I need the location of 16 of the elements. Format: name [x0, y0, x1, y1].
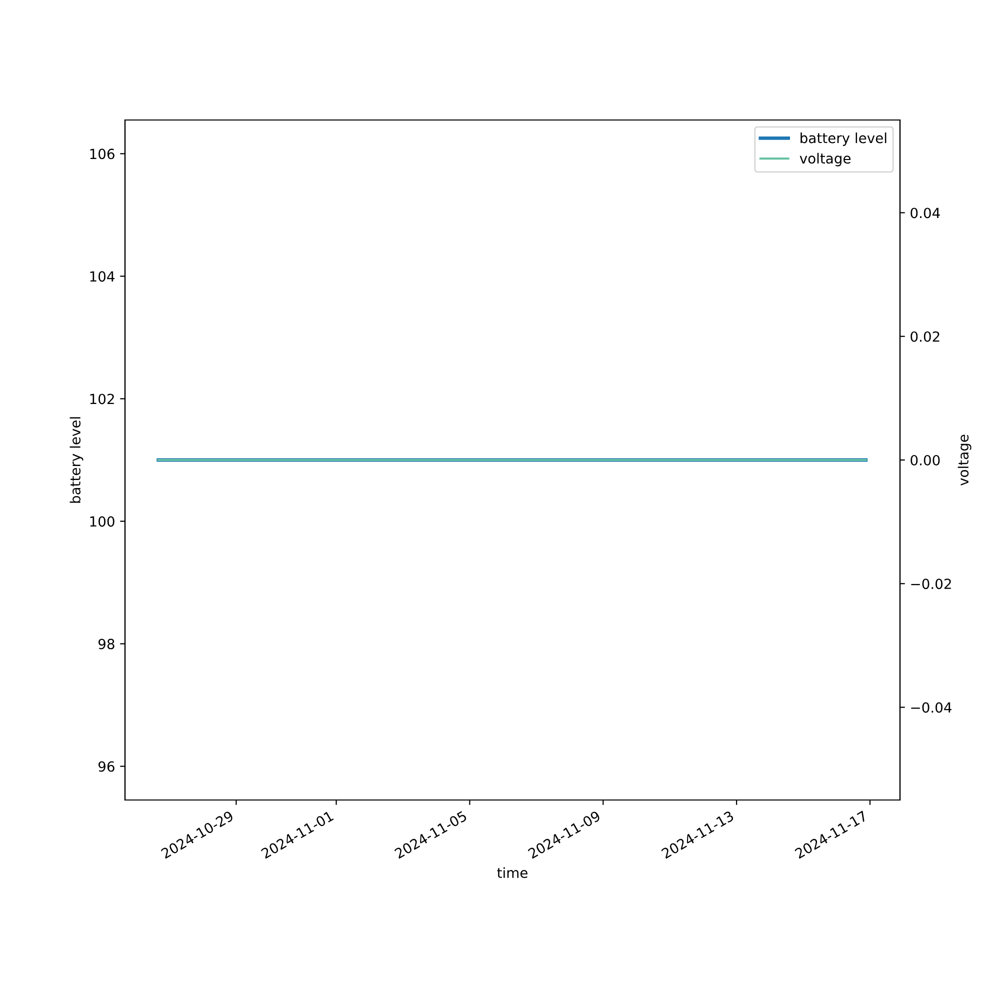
x-axis-title: time — [497, 867, 528, 878]
y2-tick-label: 0.04 — [910, 208, 940, 218]
y2-axis-title: voltage — [958, 434, 972, 486]
legend-label: battery level — [800, 132, 886, 146]
legend-label: voltage — [800, 152, 851, 166]
y-tick-label: 102 — [90, 394, 114, 404]
y-tick-label: 104 — [90, 271, 114, 282]
y-axis-title: battery level — [70, 417, 84, 503]
y2-tick-label: 0.02 — [910, 331, 940, 342]
y-tick-label: 106 — [90, 148, 114, 160]
y2-tick-label: −0.02 — [911, 578, 951, 590]
y-tick-label: 98 — [98, 638, 114, 650]
y2-tick-label: −0.04 — [911, 702, 952, 713]
y-tick-label: 100 — [90, 516, 114, 527]
y-tick-label: 96 — [98, 761, 114, 772]
y2-tick-label: 0.00 — [910, 454, 940, 466]
